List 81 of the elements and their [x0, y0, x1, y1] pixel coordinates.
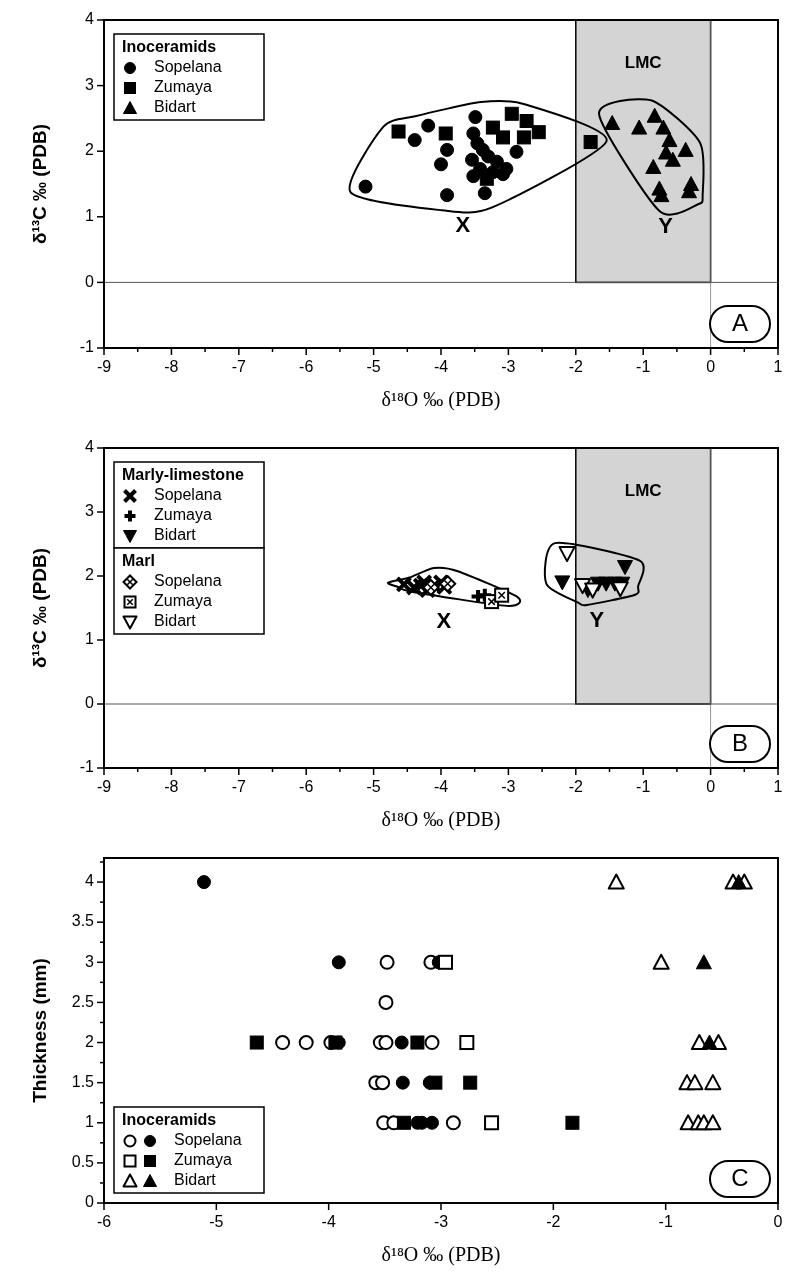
y-tick-label: 3 — [85, 502, 95, 520]
text: Marly-limestone — [122, 466, 244, 483]
annotation: X — [436, 607, 452, 633]
annotation: Y — [589, 606, 605, 632]
y-axis-title: δ¹³C ‰ (PDB) — [29, 123, 50, 245]
band-label: LMC — [624, 481, 662, 500]
annotation: A — [731, 309, 749, 337]
x-tick-label: -5 — [366, 778, 381, 795]
y-tick-label: 3 — [85, 75, 95, 93]
y-tick-label: 4 — [85, 872, 95, 890]
x-tick-label: 1 — [773, 778, 783, 795]
y-axis-title: Thickness (mm) — [29, 958, 50, 1103]
y-tick-label: 2 — [85, 141, 95, 159]
x-tick-label: -6 — [299, 358, 314, 375]
x-tick-label: -2 — [546, 1213, 561, 1230]
legend-title: Inoceramids — [122, 1111, 217, 1128]
x-axis-title: δ¹⁸O ‰ (PDB) — [381, 1243, 501, 1266]
y-axis-title: δ¹³C ‰ (PDB) — [29, 547, 50, 669]
y-tick-label: 3 — [85, 952, 95, 970]
x-tick-label: 0 — [706, 778, 716, 795]
y-tick-label: 3.5 — [71, 912, 95, 930]
y-tick-label: 4 — [85, 10, 95, 28]
y-tick-label: 0 — [85, 694, 95, 712]
x-axis-title: δ¹⁸O ‰ (PDB) — [381, 808, 501, 831]
y-tick-label: 1 — [85, 207, 95, 225]
x-tick-label: -8 — [164, 778, 179, 795]
x-tick-label: -1 — [658, 1213, 673, 1230]
x-tick-label: 0 — [706, 358, 716, 375]
y-tick-label: 1 — [85, 630, 95, 648]
y-tick-label: 2 — [85, 566, 95, 584]
x-tick-label: -7 — [231, 778, 247, 795]
y-tick-label: 1 — [85, 1112, 95, 1130]
annotation: B — [731, 729, 749, 757]
band-label: LMC — [624, 53, 662, 72]
y-tick-label: 0 — [85, 1193, 95, 1211]
y-tick-label: 4 — [85, 438, 95, 456]
y-tick-label: 1.5 — [71, 1072, 95, 1090]
x-tick-label: -2 — [568, 778, 584, 795]
legend-label: Bidart — [154, 612, 197, 630]
x-tick-label: -5 — [366, 358, 381, 375]
x-tick-label: -3 — [501, 358, 516, 375]
y-tick-label: 0 — [85, 272, 95, 290]
legend-label: Zumaya — [174, 1151, 232, 1169]
x-tick-label: -8 — [164, 358, 179, 375]
x-tick-label: 1 — [773, 358, 783, 375]
y-tick-label: -1 — [79, 338, 95, 356]
y-tick-label: 0.5 — [71, 1153, 95, 1171]
text: Marl — [122, 552, 155, 569]
x-tick-label: -9 — [96, 778, 112, 795]
legend-label: Zumaya — [154, 592, 212, 610]
x-tick-label: -7 — [231, 358, 247, 375]
x-tick-label: -2 — [568, 358, 584, 375]
annotation: X — [455, 212, 471, 238]
annotation: Y — [658, 212, 674, 238]
legend-label: Zumaya — [154, 78, 212, 96]
x-tick-label: -6 — [299, 778, 314, 795]
x-tick-label: -4 — [433, 778, 449, 795]
x-tick-label: -1 — [636, 358, 651, 375]
x-tick-label: -3 — [433, 1213, 449, 1230]
legend-label: Sopelana — [154, 486, 222, 504]
legend-label: Bidart — [174, 1171, 217, 1189]
annotation: C — [731, 1164, 749, 1192]
x-tick-label: -4 — [321, 1213, 336, 1230]
y-tick-label: 2.5 — [71, 992, 95, 1010]
x-tick-label: -4 — [433, 358, 449, 375]
legend-title: Inoceramids — [122, 38, 217, 55]
legend-label: Bidart — [154, 98, 197, 116]
x-tick-label: -9 — [96, 358, 112, 375]
legend-label: Sopelana — [174, 1131, 242, 1149]
legend-label: Zumaya — [154, 506, 212, 524]
x-tick-label: -6 — [96, 1213, 112, 1230]
y-tick-label: 2 — [85, 1032, 95, 1050]
legend-label: Bidart — [154, 526, 197, 544]
x-axis-title: δ¹⁸O ‰ (PDB) — [381, 388, 501, 411]
x-tick-label: -1 — [636, 778, 651, 795]
x-tick-label: -5 — [209, 1213, 224, 1230]
y-tick-label: -1 — [79, 758, 95, 776]
legend-label: Sopelana — [154, 572, 222, 590]
x-tick-label: 0 — [773, 1213, 783, 1230]
legend-label: Sopelana — [154, 58, 222, 76]
x-tick-label: -3 — [501, 778, 516, 795]
